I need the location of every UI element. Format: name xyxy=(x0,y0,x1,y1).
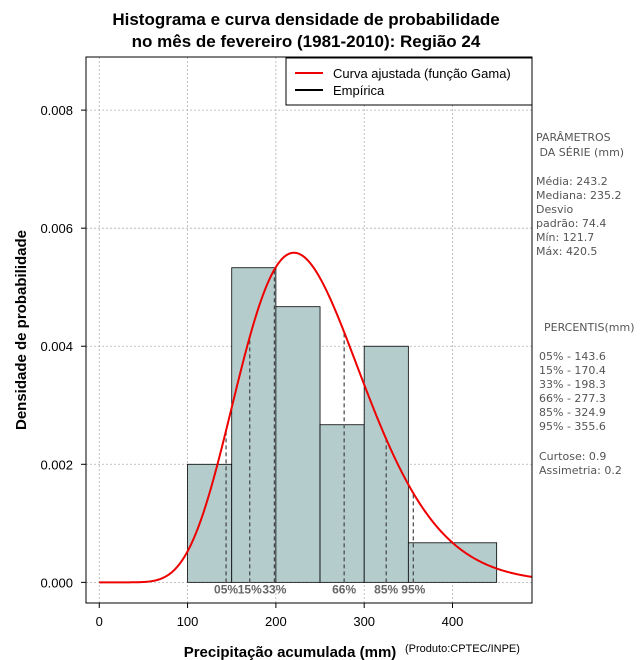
histogram-bar xyxy=(187,463,233,583)
param-min: Mín: 121.7 xyxy=(536,231,594,244)
series-parameters-panel: PARÂMETROS DA SÉRIE (mm) Média: 243.2 Me… xyxy=(536,131,635,477)
legend-empirical-label: Empírica xyxy=(333,83,385,98)
histogram-bars xyxy=(187,267,498,583)
x-tick-label: 200 xyxy=(265,614,287,629)
percentile-label: 95% xyxy=(401,582,425,596)
percentil-95: 95% - 355.6 xyxy=(539,420,606,433)
y-tick-label: 0.002 xyxy=(40,457,73,472)
y-tick-label: 0.006 xyxy=(40,221,73,236)
percentile-label: 85% xyxy=(374,582,398,596)
percentile-label: 15% xyxy=(238,582,262,596)
param-max: Máx: 420.5 xyxy=(536,245,597,258)
percentil-33: 33% - 198.3 xyxy=(539,378,606,391)
percentile-label: 33% xyxy=(262,582,286,596)
y-tick-label: 0.000 xyxy=(40,575,73,590)
percentile-label: 66% xyxy=(332,582,356,596)
percentile-labels: 05% 15% 33% 66% 85% 95% xyxy=(214,582,426,596)
percentil-05: 05% - 143.6 xyxy=(539,350,606,363)
histogram-bar xyxy=(363,345,409,583)
legend-curve-label: Curva ajustada (função Gama) xyxy=(333,66,511,81)
chart-title-line-2: no mês de fevereiro (1981-2010): Região … xyxy=(132,32,481,51)
param-media: Média: 243.2 xyxy=(536,175,608,188)
gamma-curve-line xyxy=(99,251,533,584)
x-axis-label: Precipitação acumulada (mm) xyxy=(184,644,397,660)
param-padrao: padrão: 74.4 xyxy=(536,217,606,230)
percentis-title: PERCENTIS(mm) xyxy=(544,321,635,334)
param-mediana: Mediana: 235.2 xyxy=(536,189,621,202)
params-title-1: PARÂMETROS xyxy=(536,131,611,144)
x-tick-label: 400 xyxy=(442,614,464,629)
x-tick-label: 100 xyxy=(177,614,199,629)
stat-curtose: Curtose: 0.9 xyxy=(539,450,606,463)
legend-box xyxy=(285,57,533,106)
params-title-2: DA SÉRIE (mm) xyxy=(536,146,624,159)
percentil-85: 85% - 324.9 xyxy=(539,406,606,419)
gamma-curve xyxy=(99,251,533,584)
y-tick-label: 0.004 xyxy=(40,339,73,354)
histogram-bar xyxy=(275,306,321,583)
percentile-lines xyxy=(225,269,414,583)
percentil-66: 66% - 277.3 xyxy=(539,392,606,405)
histogram-bar xyxy=(231,267,277,583)
y-axis-label: Densidade de probabilidade xyxy=(13,230,30,430)
percentile-label: 05% xyxy=(214,582,238,596)
x-tick-label: 300 xyxy=(353,614,375,629)
stat-assimetria: Assimetria: 0.2 xyxy=(539,464,622,477)
percentil-15: 15% - 170.4 xyxy=(539,364,606,377)
chart-title-line-1: Histograma e curva densidade de probabil… xyxy=(112,10,499,29)
y-tick-label: 0.008 xyxy=(40,103,73,118)
legend: Curva ajustada (função Gama) Empírica xyxy=(285,57,533,106)
x-tick-label: 0 xyxy=(96,614,103,629)
histogram-bar xyxy=(319,424,365,583)
axes: 0 100 200 300 400 0.000 0.002 0.004 0.006 0.008 xyxy=(40,103,463,629)
param-desvio: Desvio xyxy=(536,203,574,216)
product-credit: (Produto:CPTEC/INPE) xyxy=(405,643,520,655)
plot-frame xyxy=(85,56,533,604)
